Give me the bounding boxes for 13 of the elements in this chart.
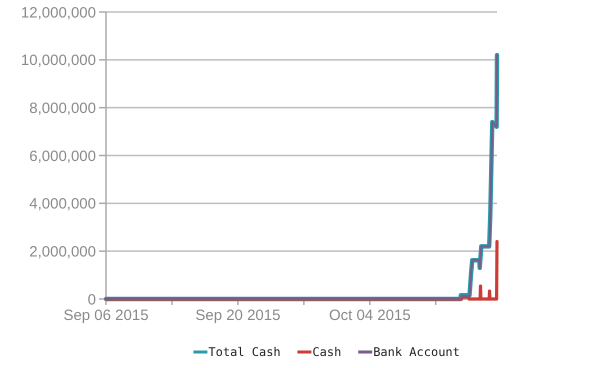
legend-label: Total Cash <box>208 345 281 360</box>
y-tick-label: 2,000,000 <box>29 243 96 260</box>
y-tick-label: 10,000,000 <box>20 52 96 70</box>
x-tick-label: Sep 20 2015 <box>195 307 280 324</box>
y-tick-label: 12,000,000 <box>20 4 96 22</box>
legend-label: Bank Account <box>373 345 460 360</box>
y-tick-label: 4,000,000 <box>29 196 96 213</box>
x-tick-label: Sep 06 2015 <box>63 307 149 324</box>
x-tick-label: Oct 04 2015 <box>328 307 411 324</box>
y-tick-label: 0 <box>88 291 96 308</box>
legend-label: Cash <box>312 345 342 360</box>
y-tick-label: 8,000,000 <box>29 100 96 117</box>
y-tick-label: 6,000,000 <box>29 148 96 165</box>
